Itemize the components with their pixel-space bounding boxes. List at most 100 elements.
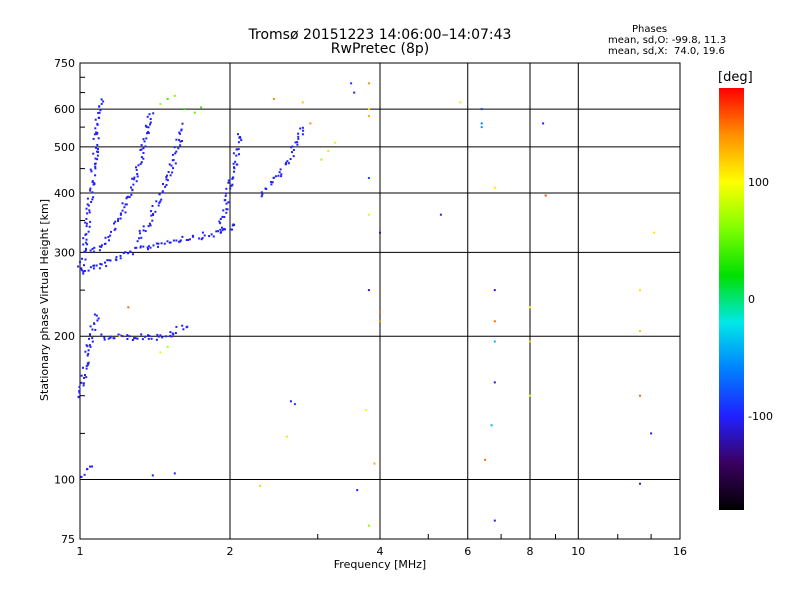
trace-dot xyxy=(80,269,83,272)
trace-dot xyxy=(260,191,263,194)
trace-dot xyxy=(135,180,138,183)
trace-dot xyxy=(292,155,295,158)
trace-dot xyxy=(150,210,152,213)
trace-dot xyxy=(174,332,177,334)
data-point xyxy=(373,462,376,465)
axes: 1 2 4 6 8 10 16 75 100 200 300 400 500 600 750 xyxy=(54,57,687,558)
trace-dot xyxy=(142,152,145,154)
trace-dot xyxy=(277,174,280,177)
trace-dot xyxy=(225,211,228,214)
data-point xyxy=(544,194,547,197)
trace-dot xyxy=(99,109,102,112)
trace-dot xyxy=(87,269,90,272)
trace-dot xyxy=(107,236,110,238)
trace-dot xyxy=(225,187,228,190)
trace-dot xyxy=(145,125,148,128)
trace-dot xyxy=(89,187,92,190)
trace-dot xyxy=(179,240,182,243)
trace-dot xyxy=(149,224,152,227)
trace-dot xyxy=(166,240,169,243)
trace-dot xyxy=(124,203,127,206)
trace-dot xyxy=(106,259,109,262)
trace-dot xyxy=(94,174,97,177)
trace-dot xyxy=(165,184,168,186)
trace-dot xyxy=(179,132,181,135)
trace-dot xyxy=(152,214,154,216)
trace-dot xyxy=(85,367,88,370)
trace-dot xyxy=(149,246,152,249)
trace-dot xyxy=(84,258,87,261)
trace-dot xyxy=(233,166,235,169)
trace-dot xyxy=(225,208,228,211)
data-point xyxy=(118,335,121,338)
data-point xyxy=(484,458,487,461)
trace-dot xyxy=(146,115,149,118)
trace-dot xyxy=(125,197,128,200)
trace-dot xyxy=(117,219,119,222)
trace-dot xyxy=(155,200,158,203)
trace-dot xyxy=(163,242,166,245)
trace-dot xyxy=(146,246,149,249)
trace-dot xyxy=(81,257,83,260)
y-tick-label: 500 xyxy=(54,141,75,154)
trace-dot xyxy=(219,231,222,234)
trace-dot xyxy=(212,235,215,238)
trace-dot xyxy=(98,245,101,248)
data-point xyxy=(493,186,496,189)
trace-dot xyxy=(82,366,84,369)
trace-dot xyxy=(139,245,142,248)
trace-dot xyxy=(107,337,110,340)
trace-dot xyxy=(94,328,97,331)
trace-dot xyxy=(185,239,188,241)
trace-dot xyxy=(131,189,134,192)
trace-dot xyxy=(188,238,191,241)
trace-dot xyxy=(117,217,120,220)
trace-dot xyxy=(142,225,145,228)
trace-dot xyxy=(141,338,144,341)
trace-dot xyxy=(85,376,88,379)
trace-dot xyxy=(142,147,145,150)
data-point xyxy=(490,424,493,427)
trace-dot xyxy=(279,168,282,171)
trace-dot xyxy=(84,249,87,251)
trace-dot xyxy=(87,349,90,352)
trace-dot xyxy=(85,247,87,250)
data-point xyxy=(327,150,330,152)
trace-dot xyxy=(162,183,164,185)
trace-dot xyxy=(100,102,103,105)
trace-dot xyxy=(297,137,300,140)
trace-dot xyxy=(98,105,101,108)
trace-dot xyxy=(297,135,300,138)
trace-dot xyxy=(128,196,131,199)
trace-dot xyxy=(133,337,135,340)
trace-dot xyxy=(280,175,283,178)
trace-dot xyxy=(302,129,305,132)
trace-dot xyxy=(294,141,297,144)
trace-dot xyxy=(109,335,112,338)
trace-dot xyxy=(82,237,85,240)
trace-dot xyxy=(97,137,100,140)
trace-dot xyxy=(97,148,99,151)
phase-info-x-mode: mean, sd,X: 74.0, 19.6 xyxy=(608,46,725,57)
trace-dot xyxy=(96,123,99,126)
trace-dot xyxy=(234,160,237,163)
y-tick-label: 200 xyxy=(54,330,75,343)
trace-dot xyxy=(237,141,240,144)
trace-dot xyxy=(221,226,223,229)
x-tick-label: 6 xyxy=(464,545,471,558)
trace-dot xyxy=(152,212,155,215)
data-point xyxy=(356,489,359,492)
data-point xyxy=(193,111,196,114)
trace-dot xyxy=(87,230,90,233)
echo-trace xyxy=(77,98,105,270)
trace-dot xyxy=(171,153,174,156)
trace-dot xyxy=(86,354,89,357)
trace-dot xyxy=(91,180,94,183)
trace-dot xyxy=(173,146,176,149)
trace-dot xyxy=(169,331,172,334)
trace-dot xyxy=(84,241,87,244)
trace-dot xyxy=(240,139,243,142)
trace-dot xyxy=(96,144,99,146)
trace-dot xyxy=(92,152,95,155)
colorbar-unit-label: [deg] xyxy=(718,70,753,85)
